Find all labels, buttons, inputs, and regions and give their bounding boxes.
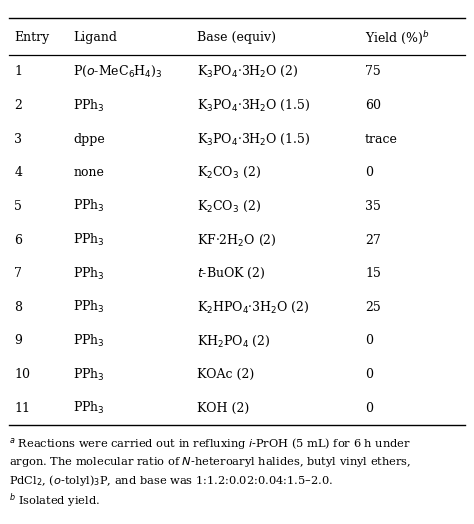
Text: 11: 11 xyxy=(14,402,30,414)
Text: 75: 75 xyxy=(365,66,381,78)
Text: 3: 3 xyxy=(14,133,22,146)
Text: argon. The molecular ratio of $N$-heteroaryl halides, butyl vinyl ethers,: argon. The molecular ratio of $N$-hetero… xyxy=(9,455,412,469)
Text: $^a$ Reactions were carried out in refluxing $i$-PrOH (5 mL) for 6 h under: $^a$ Reactions were carried out in reflu… xyxy=(9,437,411,452)
Text: K$_3$PO$_4$·3H$_2$O (1.5): K$_3$PO$_4$·3H$_2$O (1.5) xyxy=(197,98,310,113)
Text: PPh$_3$: PPh$_3$ xyxy=(73,266,105,282)
Text: PPh$_3$: PPh$_3$ xyxy=(73,198,105,214)
Text: 0: 0 xyxy=(365,166,373,179)
Text: 10: 10 xyxy=(14,368,30,381)
Text: Entry: Entry xyxy=(14,31,49,45)
Text: PPh$_3$: PPh$_3$ xyxy=(73,299,105,315)
Text: PPh$_3$: PPh$_3$ xyxy=(73,97,105,114)
Text: PPh$_3$: PPh$_3$ xyxy=(73,232,105,248)
Text: 25: 25 xyxy=(365,301,381,314)
Text: Base (equiv): Base (equiv) xyxy=(197,31,276,45)
Text: 15: 15 xyxy=(365,267,381,280)
Text: none: none xyxy=(73,166,104,179)
Text: Ligand: Ligand xyxy=(73,31,118,45)
Text: 6: 6 xyxy=(14,234,22,246)
Text: PdCl$_2$, ($o$-tolyl)$_3$P, and base was 1:1.2:0.02:0.04:1.5–2.0.: PdCl$_2$, ($o$-tolyl)$_3$P, and base was… xyxy=(9,473,333,488)
Text: 35: 35 xyxy=(365,200,381,213)
Text: trace: trace xyxy=(365,133,398,146)
Text: dppe: dppe xyxy=(73,133,105,146)
Text: 60: 60 xyxy=(365,99,381,112)
Text: 4: 4 xyxy=(14,166,22,179)
Text: 0: 0 xyxy=(365,334,373,347)
Text: 0: 0 xyxy=(365,402,373,414)
Text: 5: 5 xyxy=(14,200,22,213)
Text: K$_2$HPO$_4$·3H$_2$O (2): K$_2$HPO$_4$·3H$_2$O (2) xyxy=(197,300,309,315)
Text: 0: 0 xyxy=(365,368,373,381)
Text: 2: 2 xyxy=(14,99,22,112)
Text: PPh$_3$: PPh$_3$ xyxy=(73,366,105,383)
Text: K$_2$CO$_3$ (2): K$_2$CO$_3$ (2) xyxy=(197,199,261,214)
Text: K$_3$PO$_4$·3H$_2$O (2): K$_3$PO$_4$·3H$_2$O (2) xyxy=(197,64,298,80)
Text: $^b$ Isolated yield.: $^b$ Isolated yield. xyxy=(9,491,100,510)
Text: KOH (2): KOH (2) xyxy=(197,402,249,414)
Text: K$_2$CO$_3$ (2): K$_2$CO$_3$ (2) xyxy=(197,165,261,180)
Text: 7: 7 xyxy=(14,267,22,280)
Text: P($o$-MeC$_6$H$_4$)$_3$: P($o$-MeC$_6$H$_4$)$_3$ xyxy=(73,64,163,80)
Text: 1: 1 xyxy=(14,66,22,78)
Text: PPh$_3$: PPh$_3$ xyxy=(73,400,105,416)
Text: KF·2H$_2$O (2): KF·2H$_2$O (2) xyxy=(197,233,276,248)
Text: 27: 27 xyxy=(365,234,381,246)
Text: 9: 9 xyxy=(14,334,22,347)
Text: PPh$_3$: PPh$_3$ xyxy=(73,333,105,349)
Text: Yield (%)$^b$: Yield (%)$^b$ xyxy=(365,29,429,47)
Text: $t$-BuOK (2): $t$-BuOK (2) xyxy=(197,266,265,281)
Text: 8: 8 xyxy=(14,301,22,314)
Text: KH$_2$PO$_4$ (2): KH$_2$PO$_4$ (2) xyxy=(197,333,271,348)
Text: KOAc (2): KOAc (2) xyxy=(197,368,254,381)
Text: K$_3$PO$_4$·3H$_2$O (1.5): K$_3$PO$_4$·3H$_2$O (1.5) xyxy=(197,132,310,147)
